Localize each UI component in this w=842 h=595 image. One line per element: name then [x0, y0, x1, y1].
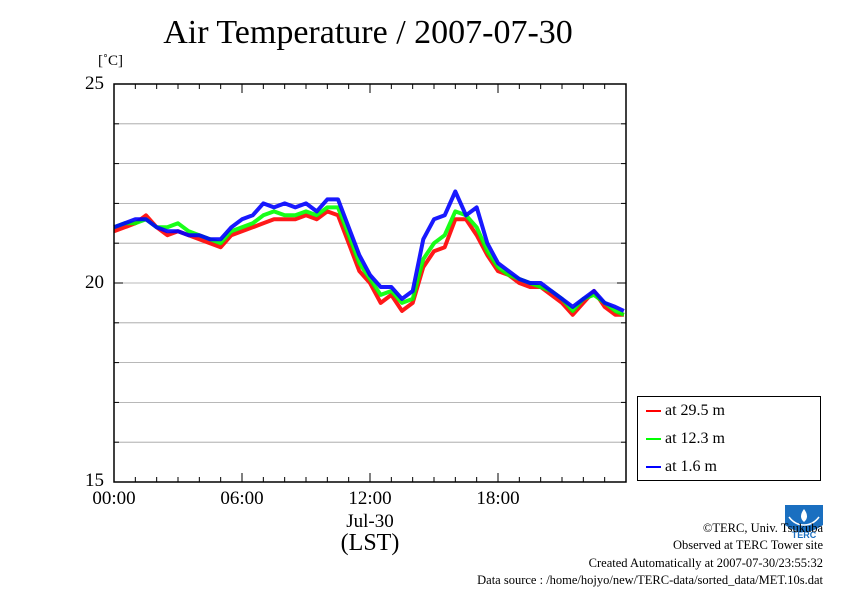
legend-item: at 12.3 m	[646, 428, 725, 450]
series-line-3	[113, 189, 625, 313]
credits-block: ©TERC, Univ. Tsukuba Observed at TERC To…	[477, 520, 823, 589]
credit-source: Data source : /home/hojyo/new/TERC-data/…	[477, 572, 823, 587]
x-date-label: Jul-30	[346, 511, 394, 532]
terc-logo-icon: TERC	[783, 503, 825, 541]
legend-swatch-blue	[646, 466, 661, 468]
credit-site: Observed at TERC Tower site	[672, 538, 823, 553]
x-axis-label: (LST)	[340, 530, 400, 556]
y-axis-unit-label: [˚C]	[98, 53, 123, 69]
logo-text: TERC	[792, 530, 817, 540]
x-tick-label: 00:00	[92, 488, 136, 509]
chart-title: Air Temperature / 2007-07-30	[163, 14, 573, 51]
series-line-2	[113, 205, 625, 317]
legend-label: at 12.3 m	[665, 430, 725, 447]
legend-swatch-red	[646, 410, 661, 412]
grid-lines	[114, 123, 626, 443]
legend-label: at 1.6 m	[665, 458, 717, 475]
x-tick-label: 18:00	[476, 488, 520, 509]
x-tick-label: 06:00	[220, 488, 264, 509]
credit-copyright: ©TERC, Univ. Tsukuba	[702, 521, 823, 535]
y-tick-label: 20	[85, 272, 104, 293]
axis-ticks	[113, 83, 627, 483]
credit-created: Created Automatically at 2007-07-30/23:5…	[588, 555, 823, 570]
legend-item: at 1.6 m	[646, 456, 717, 478]
y-tick-label: 25	[85, 73, 104, 94]
series-layer	[113, 189, 625, 317]
legend-item: at 29.5 m	[646, 400, 725, 422]
legend-label: at 29.5 m	[665, 402, 725, 419]
legend-swatch-green	[646, 438, 661, 440]
y-tick-label: 15	[85, 470, 104, 491]
legend: at 29.5 m at 12.3 m at 1.6 m	[637, 396, 821, 481]
x-tick-label: 12:00	[348, 488, 392, 509]
series-line-1	[113, 209, 624, 317]
